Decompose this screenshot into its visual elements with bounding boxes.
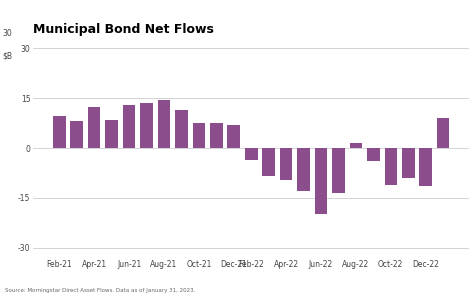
Bar	[315, 148, 327, 214]
Text: 30: 30	[3, 30, 12, 38]
Bar	[88, 107, 100, 148]
Bar	[53, 116, 65, 148]
Bar	[419, 148, 432, 186]
Bar	[71, 121, 83, 148]
Bar	[367, 148, 380, 161]
Bar	[228, 125, 240, 148]
Bar	[437, 118, 449, 148]
Bar	[332, 148, 345, 193]
Bar	[350, 143, 362, 148]
Text: Municipal Bond Net Flows: Municipal Bond Net Flows	[33, 23, 214, 36]
Bar	[192, 123, 205, 148]
Bar	[384, 148, 397, 184]
Bar	[245, 148, 257, 160]
Bar	[175, 110, 188, 148]
Text: Source: Morningstar Direct Asset Flows. Data as of January 31, 2023.: Source: Morningstar Direct Asset Flows. …	[5, 288, 195, 293]
Bar	[210, 123, 223, 148]
Bar	[263, 148, 275, 176]
Bar	[123, 105, 136, 148]
Bar	[105, 120, 118, 148]
Bar	[158, 100, 170, 148]
Bar	[297, 148, 310, 191]
Text: $B: $B	[3, 52, 13, 61]
Bar	[280, 148, 292, 180]
Bar	[140, 103, 153, 148]
Bar	[402, 148, 415, 178]
